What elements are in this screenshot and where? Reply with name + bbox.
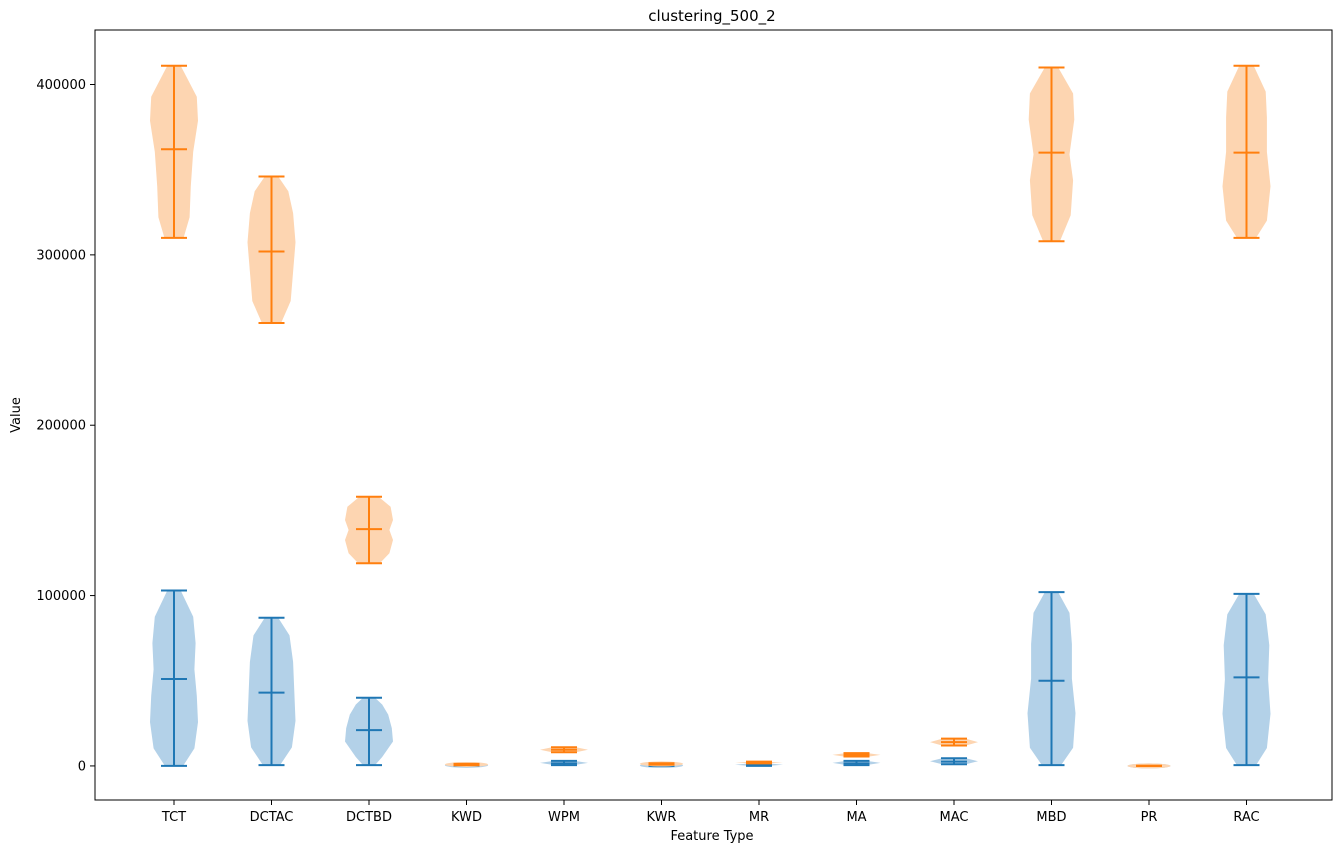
violin-pr-series-2: [1127, 763, 1171, 769]
y-tick-label: 100000: [36, 589, 86, 604]
y-tick-label: 300000: [36, 248, 86, 263]
violin-mr-series-2: [735, 760, 783, 765]
x-tick-label-ma: MA: [846, 810, 866, 825]
x-tick-label-dctbd: DCTBD: [346, 810, 392, 825]
y-axis: 0 100000 200000 300000 400000: [36, 78, 95, 774]
plot-frame: [94, 29, 1333, 801]
plot-area: [94, 29, 1333, 801]
x-tick-label-mac: MAC: [940, 810, 969, 825]
violin-ma-series-1: [832, 759, 881, 767]
y-axis-label: Value: [9, 397, 24, 433]
x-tick-label-mr: MR: [749, 810, 769, 825]
x-tick-label-rac: RAC: [1233, 810, 1259, 825]
violin-mbd-series-2: [1028, 66, 1075, 243]
violin-wpm-series-1: [540, 759, 588, 767]
violin-mbd-series-1: [1027, 591, 1076, 767]
violin-dctac-series-1: [247, 616, 296, 767]
x-tick-label-kwd: KWD: [451, 810, 482, 825]
x-tick-label-mbd: MBD: [1036, 810, 1066, 825]
violin-dctac-series-2: [247, 175, 296, 325]
y-tick-label: 400000: [36, 78, 86, 93]
violin-mac-series-1: [930, 757, 978, 766]
x-tick-label-kwr: KWR: [647, 810, 677, 825]
violin-mac-series-2: [930, 737, 978, 747]
violin-tct-series-2: [150, 64, 198, 239]
violin-dctbd-series-2: [345, 495, 393, 565]
violin-wpm-series-2: [540, 746, 588, 754]
violin-rac-series-1: [1222, 592, 1271, 767]
y-tick-label: 0: [78, 759, 86, 774]
x-tick-label-pr: PR: [1141, 810, 1158, 825]
x-tick-label-dctac: DCTAC: [250, 810, 294, 825]
violin-dctbd-series-1: [345, 696, 393, 767]
x-axis-label: Feature Type: [670, 829, 753, 844]
violin-tct-series-1: [150, 589, 198, 767]
violin-kwr-series-2: [639, 761, 684, 767]
x-axis: TCT DCTAC DCTBD KWD WPM KWR MR MA MAC MBD PR RAC: [161, 800, 1260, 825]
violins: [150, 64, 1271, 769]
x-tick-label-tct: TCT: [161, 810, 186, 825]
violin-rac-series-2: [1222, 64, 1271, 239]
violin-ma-series-2: [832, 752, 881, 758]
violin-kwd-series-2: [444, 761, 489, 767]
x-tick-label-wpm: WPM: [548, 810, 580, 825]
y-tick-label: 200000: [36, 419, 86, 434]
chart-title: clustering_500_2: [648, 7, 775, 26]
